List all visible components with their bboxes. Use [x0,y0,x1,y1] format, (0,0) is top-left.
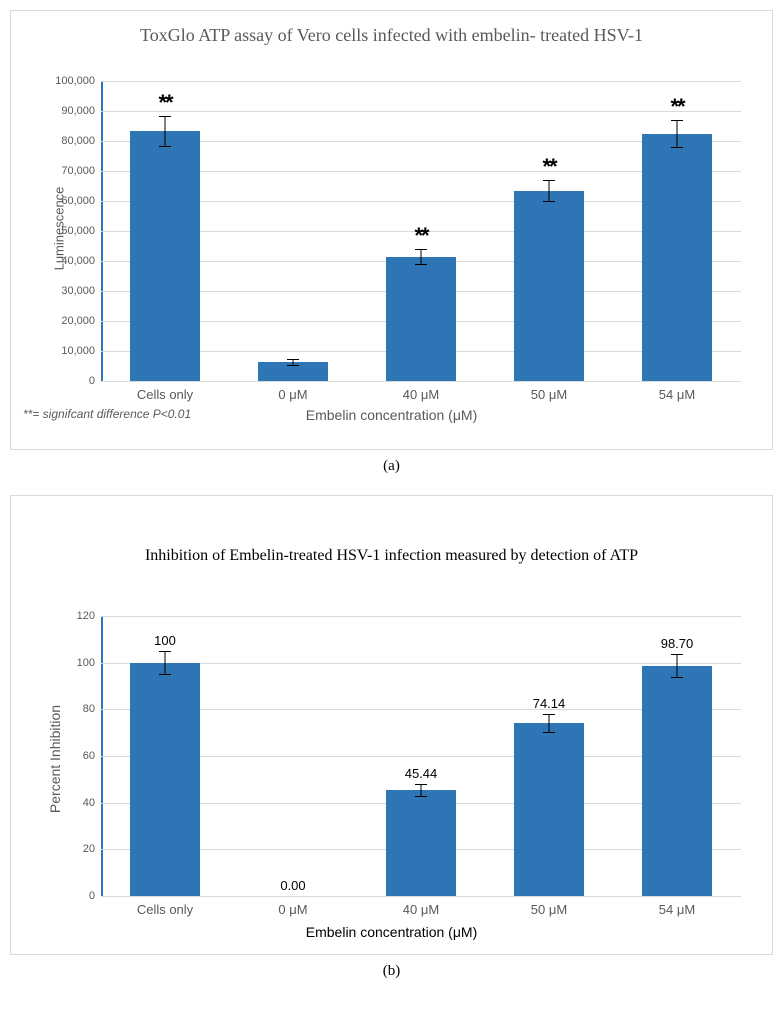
ytick-label: 90,000 [61,105,101,117]
error-cap [159,651,171,652]
significance-marker: ** [414,223,427,249]
ytick-label: 0 [89,890,101,902]
bar [386,790,456,896]
chart-a-title: ToxGlo ATP assay of Vero cells infected … [11,11,772,50]
ytick-label: 20 [83,843,101,855]
error-cap [543,714,555,715]
value-label: 45.44 [405,766,438,781]
ytick-label: 80,000 [61,135,101,147]
error-bar [677,120,678,147]
ytick-label: 100,000 [55,75,101,87]
value-label: 100 [154,633,176,648]
value-label: 74.14 [533,696,566,711]
ytick-label: 40 [83,797,101,809]
ytick-label: 10,000 [61,345,101,357]
error-cap [415,249,427,250]
value-label: 0.00 [280,878,305,893]
gridline [101,81,741,82]
bar [642,666,712,896]
error-cap [543,201,555,202]
xtick-label: 54 μM [659,896,695,917]
x-axis-title-a: Embelin concentration (μM) [306,407,477,423]
ytick-label: 40,000 [61,255,101,267]
gridline [101,111,741,112]
significance-marker: ** [158,90,171,116]
ytick-label: 80 [83,703,101,715]
value-label: 98.70 [661,636,694,651]
ytick-label: 100 [77,657,101,669]
ytick-label: 0 [89,375,101,387]
xtick-label: Cells only [137,381,193,402]
xtick-label: 0 μM [278,381,307,402]
ytick-label: 50,000 [61,225,101,237]
error-bar [421,784,422,796]
bar [130,663,200,896]
ytick-label: 30,000 [61,285,101,297]
error-cap [287,359,299,360]
xtick-label: 54 μM [659,381,695,402]
chart-b-plot: 020406080100120Cells only1000 μM0.0040 μ… [101,616,741,896]
bar [514,723,584,896]
x-axis-title-b: Embelin concentration (μM) [306,924,477,940]
xtick-label: 0 μM [278,896,307,917]
gridline [101,616,741,617]
xtick-label: 50 μM [531,896,567,917]
sublabel-b: (b) [10,963,773,980]
bar [130,131,200,382]
footnote-a: **= signifcant difference P<0.01 [23,407,191,421]
y-axis-title-b: Percent Inhibition [47,705,63,813]
ytick-label: 120 [77,610,101,622]
sublabel-a: (a) [10,458,773,475]
panel-a: ToxGlo ATP assay of Vero cells infected … [10,10,773,450]
error-bar [677,654,678,677]
bar [642,134,712,382]
bar [514,191,584,382]
bar [386,257,456,382]
ytick-label: 20,000 [61,315,101,327]
error-cap [415,796,427,797]
ytick-label: 60,000 [61,195,101,207]
y-axis-title-a: Luminescence [51,187,66,271]
error-cap [159,674,171,675]
xtick-label: 50 μM [531,381,567,402]
error-cap [671,147,683,148]
error-bar [421,249,422,264]
error-cap [671,120,683,121]
error-bar [165,116,166,146]
error-cap [415,264,427,265]
chart-a-plot: 010,00020,00030,00040,00050,00060,00070,… [101,81,741,381]
error-cap [671,654,683,655]
significance-marker: ** [670,94,683,120]
error-cap [287,365,299,366]
error-cap [159,116,171,117]
panel-b: Inhibition of Embelin-treated HSV-1 infe… [10,495,773,955]
chart-b-title: Inhibition of Embelin-treated HSV-1 infe… [11,496,772,573]
error-cap [415,784,427,785]
xtick-label: 40 μM [403,381,439,402]
error-cap [671,677,683,678]
xtick-label: Cells only [137,896,193,917]
error-bar [165,651,166,674]
ytick-label: 70,000 [61,165,101,177]
significance-marker: ** [542,154,555,180]
ytick-label: 60 [83,750,101,762]
error-bar [549,180,550,201]
error-cap [543,180,555,181]
error-bar [549,714,550,733]
error-cap [159,146,171,147]
error-cap [543,732,555,733]
xtick-label: 40 μM [403,896,439,917]
